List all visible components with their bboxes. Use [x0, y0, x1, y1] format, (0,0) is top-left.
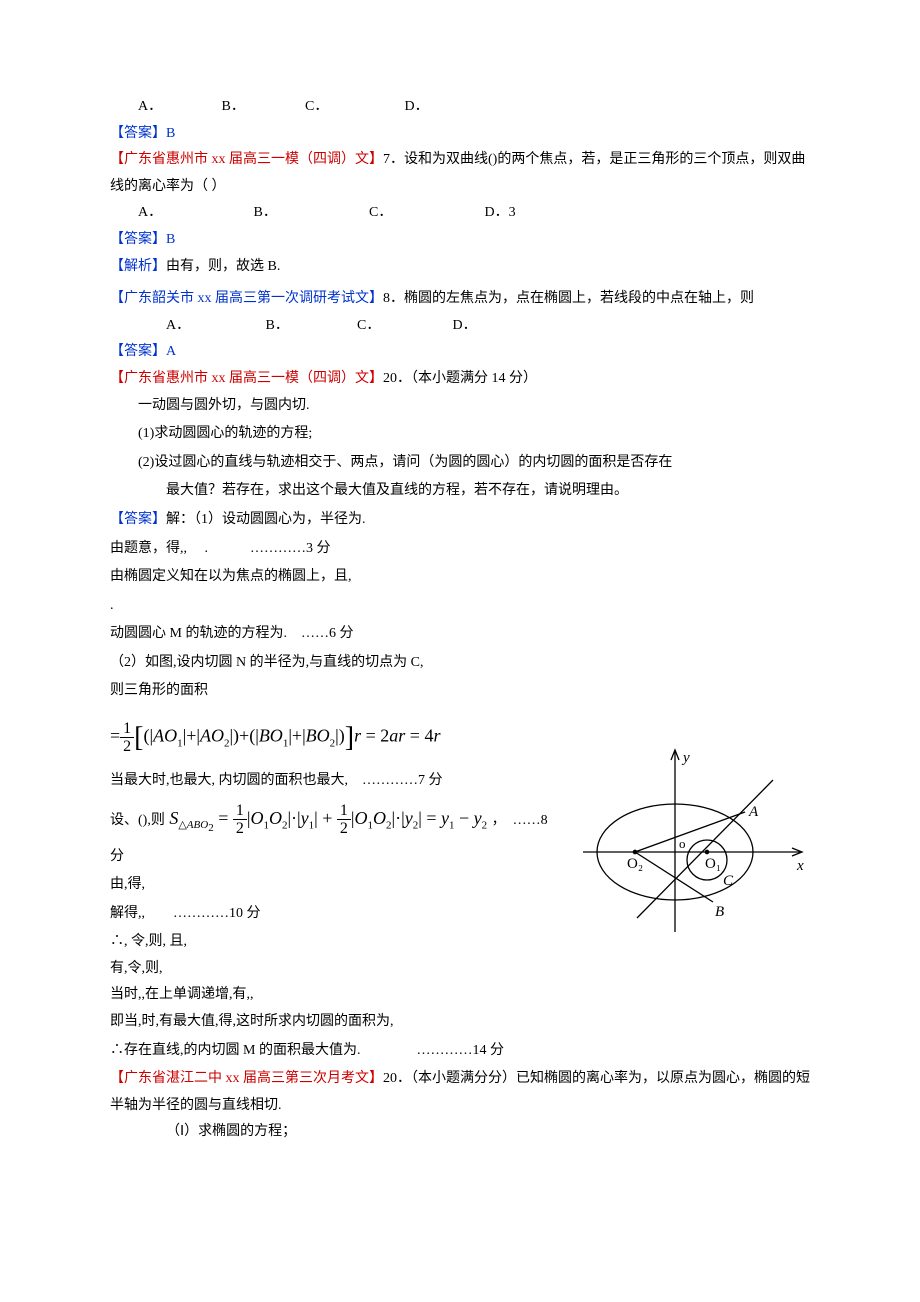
q7: 【广东省惠州市 xx 届高三一模（四调）文】7．设和为双曲线()的两个焦点，若，…: [110, 147, 810, 200]
opt-b: B．: [266, 313, 354, 340]
svg-text:x: x: [796, 858, 804, 874]
answer-7: 【答案】B: [110, 227, 810, 254]
formula-sab: 设、(),则 S△ABO2 = 12|O1O2|·|y1| + 12|O1O2|…: [110, 797, 550, 844]
q20-line3b: 最大值？若存在，求出这个最大值及直线的方程，若不存在，请说明理由。: [110, 478, 810, 505]
sol-l2: 由椭圆定义知在以为焦点的椭圆上，且,: [110, 564, 810, 591]
sol-l6: 则三角形的面积: [110, 678, 550, 705]
sol-l1: 由题意，得,, . …………3 分: [110, 536, 810, 563]
sol-l4: 动圆圆心 M 的轨迹的方程为. ……6 分: [110, 621, 550, 648]
zj-header: 【广东省湛江二中 xx 届高三第三次月考文】20．（本小题满分分）已知椭圆的离心…: [110, 1066, 810, 1119]
q8-source: 【广东韶关市 xx 届高三第一次调研考试文】: [110, 291, 383, 306]
opt-a: A．: [166, 313, 262, 340]
sol-l3: .: [110, 593, 810, 620]
solution-head: 【答案】解：（1）设动圆圆心为，半径为.: [110, 507, 810, 534]
sol-l17: ∴存在直线,的内切圆 M 的面积最大值为. …………14 分: [110, 1038, 810, 1065]
answer-8: 【答案】A: [110, 339, 810, 366]
page: A． B． C． D． 【答案】B 【广东省惠州市 xx 届高三一模（四调）文】…: [0, 0, 920, 1302]
q7-source: 【广东省惠州市 xx 届高三一模（四调）文】: [110, 152, 383, 167]
opt-c: C．: [357, 313, 449, 340]
sol-l5: （2）如图,设内切圆 N 的半径为,与直线的切点为 C,: [110, 650, 550, 677]
sol-l9-post: ， ……8: [492, 813, 548, 828]
sol-l8: 当最大时,也最大, 内切圆的面积也最大, …………7 分: [110, 768, 550, 795]
svg-text:C: C: [723, 873, 734, 889]
zj-source: 【广东省湛江二中 xx 届高三第三次月考文】: [110, 1071, 383, 1086]
explain-text: 由有，则，故选 B.: [166, 259, 280, 274]
sol-l14: 有,令,则,: [110, 956, 810, 983]
explain-label: 【解析】: [110, 259, 166, 274]
q20-head-text: 20．（本小题满分 14 分）: [383, 371, 537, 386]
sol-l9-pre: 设、(),则: [110, 813, 165, 828]
q8-options: A． B． C． D．: [110, 313, 810, 340]
answer-1: 【答案】B: [110, 121, 810, 148]
q20-source: 【广东省惠州市 xx 届高三一模（四调）文】: [110, 371, 383, 386]
explain-7: 【解析】由有，则，故选 B.: [110, 254, 810, 281]
ellipse-diagram: y x o O₁ O₂ A BC: [575, 742, 810, 942]
solution-head-text: 解：（1）设动圆圆心为，半径为.: [166, 512, 366, 527]
q8-text: 8．椭圆的左焦点为，点在椭圆上，若线段的中点在轴上，则: [383, 291, 754, 306]
opt-a: A．: [138, 200, 250, 227]
svg-text:B: B: [715, 904, 724, 920]
opt-c: C．: [305, 94, 401, 121]
q7-options: A． B． C． D．3: [110, 200, 810, 227]
q20-line1: 一动圆与圆外切，与圆内切.: [110, 393, 810, 420]
opt-d: D．: [405, 94, 429, 121]
q20-line2: (1)求动圆圆心的轨迹的方程;: [110, 421, 810, 448]
sol-l16: 即当,时,有最大值,得,这时所求内切圆的面积为,: [110, 1009, 810, 1036]
svg-text:O₁: O₁: [705, 856, 721, 872]
svg-text:o: o: [679, 836, 686, 851]
opt-d: D．3: [485, 200, 516, 227]
opt-b: B．: [254, 200, 366, 227]
opt-c: C．: [369, 200, 481, 227]
sol-l15: 当时,,在上单调递增,有,,: [110, 982, 810, 1009]
q20-line3: (2)设过圆心的直线与轨迹相交于、两点，请问（为圆的圆心）的内切圆的面积是否存在: [110, 450, 810, 477]
svg-text:A: A: [748, 804, 759, 820]
solution-label: 【答案】: [110, 512, 166, 527]
svg-text:O₂: O₂: [627, 856, 643, 872]
q20-header: 【广东省惠州市 xx 届高三一模（四调）文】20．（本小题满分 14 分）: [110, 366, 810, 393]
q1-options: A． B． C． D．: [110, 94, 810, 121]
svg-text:y: y: [681, 750, 690, 766]
opt-b: B．: [222, 94, 302, 121]
opt-d: D．: [453, 313, 477, 340]
q8: 【广东韶关市 xx 届高三第一次调研考试文】8．椭圆的左焦点为，点在椭圆上，若线…: [110, 286, 810, 313]
zj-l1: （Ⅰ）求椭圆的方程；: [110, 1119, 810, 1146]
opt-a: A．: [138, 94, 218, 121]
